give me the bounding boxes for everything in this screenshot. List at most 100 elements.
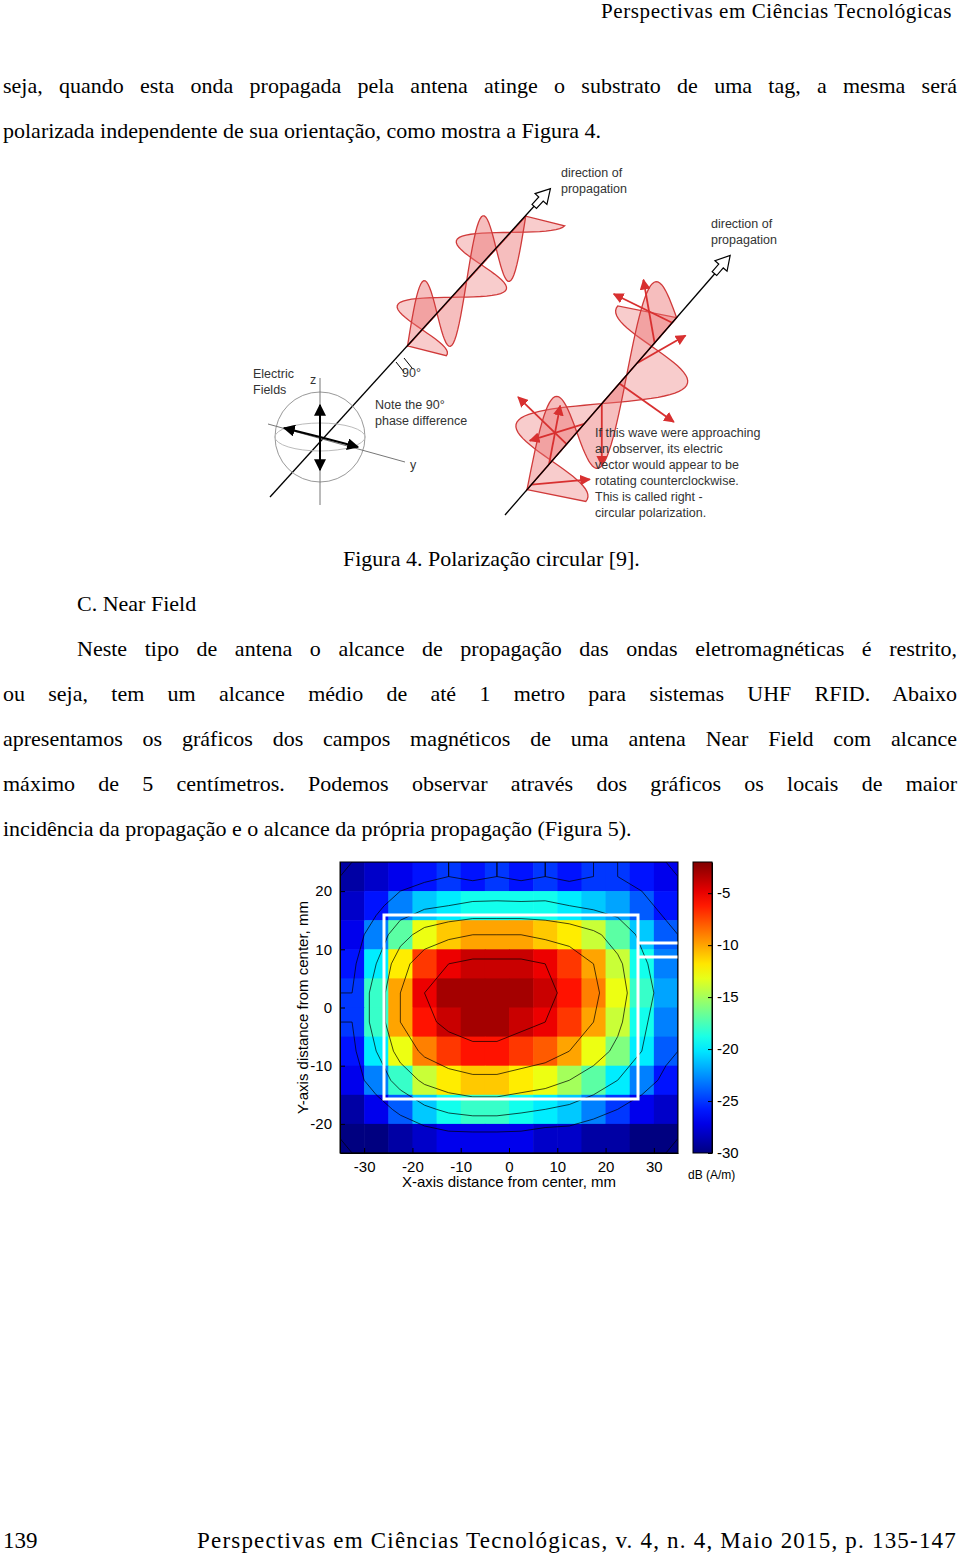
heatmap-cell <box>654 1095 678 1125</box>
running-title: Perspectivas em Ciências Tecnológicas <box>601 0 952 23</box>
heatmap-cell <box>654 1008 678 1038</box>
heatmap-cell <box>557 862 582 892</box>
heatmap-cell <box>437 1124 462 1153</box>
tick-label: -30 <box>717 1144 739 1161</box>
axis: -20 -10 0 10 20 <box>310 863 345 1154</box>
label: If this wave were approaching <box>595 426 760 440</box>
heatmap-cell <box>581 978 606 1008</box>
heatmap-cell <box>557 1037 582 1067</box>
tick-mark <box>340 1008 345 1009</box>
paragraph-line: Neste tipo de antena o alcance de propag… <box>77 636 957 661</box>
heatmap-cell <box>340 949 365 979</box>
heatmap-cell <box>630 949 655 979</box>
tick: 20 <box>598 1148 615 1175</box>
tick-mark <box>557 1148 558 1153</box>
section: C. Near Field Neste tipo de antena o alca… <box>3 591 958 841</box>
tick: 10 <box>549 1148 566 1175</box>
tick-mark <box>708 945 712 946</box>
heatmap-cell <box>412 862 437 892</box>
label: Electric <box>253 367 294 381</box>
heatmap-cell <box>557 978 582 1008</box>
label: direction of <box>561 166 623 180</box>
heatmap-cell <box>654 862 678 892</box>
label: This is called right - <box>595 490 703 504</box>
heatmap-cell <box>388 1037 413 1067</box>
heatmap-cell <box>630 862 655 892</box>
tick-mark <box>364 1148 365 1153</box>
label: Note the 90° <box>375 398 445 412</box>
heatmap-cell <box>412 1008 437 1038</box>
axis-line <box>712 863 713 1154</box>
wave-horizontal <box>397 216 564 356</box>
field-vector <box>530 424 584 441</box>
footer: 139Perspectivas em Ciências Tecnológicas… <box>3 1528 957 1553</box>
heatmap-cell <box>461 1037 486 1067</box>
heatmap-cell <box>340 1095 365 1125</box>
heatmap-cell <box>606 949 631 979</box>
propagation-arrow-head <box>532 189 550 209</box>
tick: 0 <box>324 999 345 1016</box>
heatmap-cell <box>557 1124 582 1153</box>
tick: -20 <box>402 1148 424 1175</box>
axis-label: y <box>410 458 417 472</box>
citation: Perspectivas em Ciências Tecnológicas, v… <box>197 1528 957 1553</box>
tick: -10 <box>450 1148 472 1175</box>
heatmap-cell <box>388 949 413 979</box>
tick-mark <box>461 1148 462 1153</box>
heatmap-cell <box>557 1066 582 1096</box>
label: direction of <box>711 217 773 231</box>
heatmap-cell <box>630 1008 655 1038</box>
header: Perspectivas em Ciências Tecnológicas <box>601 0 952 23</box>
contour-line <box>425 959 558 1041</box>
tick: -30 <box>708 1144 739 1161</box>
section-heading: C. Near Field <box>77 591 196 616</box>
tick-mark <box>708 1153 712 1154</box>
heatmap-cell <box>606 978 631 1008</box>
paragraph-line: apresentamos os gráficos dos campos magn… <box>3 726 957 751</box>
tick-label: -30 <box>354 1158 376 1175</box>
heatmap-cell <box>388 1124 413 1153</box>
axis: -30-25-20-15-10-5 <box>708 863 739 1162</box>
tick: 30 <box>646 1148 663 1175</box>
field-vector <box>637 336 686 364</box>
tick: -25 <box>708 1092 739 1109</box>
figure-5: -30-20-100102030-20-1001020X-axis distan… <box>294 862 739 1190</box>
field-vector <box>614 294 672 323</box>
label: rotating counterclockwise. <box>595 474 739 488</box>
label: Fields <box>253 383 286 397</box>
heatmap-cell <box>509 862 534 892</box>
tick-label: 20 <box>315 882 332 899</box>
heatmap-cell <box>388 862 413 892</box>
heatmap-cell <box>654 891 678 921</box>
tick: -10 <box>310 1057 345 1074</box>
heatmap-cell <box>340 1037 365 1067</box>
heatmap-cell <box>557 1008 582 1038</box>
heatmap-cell <box>630 1066 655 1096</box>
heatmap-cell <box>654 920 678 950</box>
heatmap-cell <box>485 949 510 979</box>
heatmap-cell <box>340 1124 365 1153</box>
heatmap-cell <box>461 1008 486 1038</box>
tick-mark <box>708 1049 712 1050</box>
heatmap-cell <box>485 978 510 1008</box>
heatmap-cell <box>437 920 462 950</box>
tick: 10 <box>315 941 345 958</box>
contour-line <box>340 862 678 1132</box>
label: circular polarization. <box>595 506 706 520</box>
tick: -15 <box>708 988 739 1005</box>
figure-4: direction ofpropagationdirection ofpropa… <box>253 166 777 571</box>
tick-mark <box>509 1148 510 1153</box>
heatmap-cell <box>533 1066 558 1096</box>
label: 90° <box>402 366 421 380</box>
tick-label: -25 <box>717 1092 739 1109</box>
tag-lead <box>638 942 679 945</box>
caption: Figura 4. Polarização circular [9]. <box>343 546 640 571</box>
heatmap-cell <box>461 949 486 979</box>
label: vector would appear to be <box>595 458 739 472</box>
tick-label: -10 <box>310 1057 332 1074</box>
propagation-arrow-head <box>712 255 730 275</box>
tick: -20 <box>310 1115 345 1132</box>
label: phase difference <box>375 414 467 428</box>
heatmap-cell <box>509 1037 534 1067</box>
tick-mark <box>708 893 712 894</box>
